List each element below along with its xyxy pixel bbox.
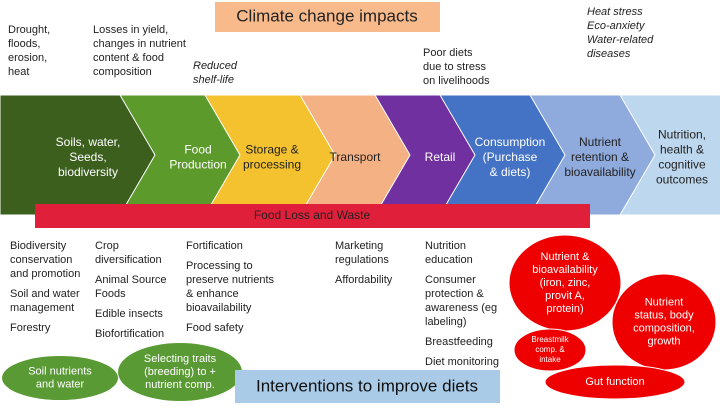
oval-text: (iron, zinc, xyxy=(540,277,591,289)
oval-text: protein) xyxy=(546,303,583,315)
oval-text: provit A, xyxy=(545,290,585,302)
impact-text: Poor diets xyxy=(423,47,473,59)
title: Climate change impacts xyxy=(236,6,417,25)
impact-text: diseases xyxy=(587,48,631,60)
title-box xyxy=(215,2,440,32)
intervention-text: Nutrition xyxy=(425,240,466,252)
intervention-text: Consumer xyxy=(425,274,476,286)
impact-text: content & food xyxy=(93,52,164,64)
stage-label: & diets) xyxy=(490,165,531,179)
banner-label: Food Loss and Waste xyxy=(254,208,371,222)
intervention-text: Soil and water xyxy=(10,288,80,300)
intervention-text: regulations xyxy=(335,254,389,266)
impact-text: Water-related xyxy=(587,34,654,46)
intervention-text: Marketing xyxy=(335,240,383,252)
impact-text: Losses in yield, xyxy=(93,24,168,36)
stage-label: Soils, water, xyxy=(56,135,121,149)
oval-text: Breastmilk xyxy=(531,335,569,344)
intervention-text: bioavailability xyxy=(186,302,252,314)
intervention-text: Edible insects xyxy=(95,308,163,320)
oval-text: bioavailability xyxy=(532,264,598,276)
intervention-text: Processing to xyxy=(186,260,253,272)
oval-text: and water xyxy=(36,378,85,390)
oval-text: Selecting traits xyxy=(144,353,217,365)
intervention-text: Foods xyxy=(95,288,126,300)
green-oval xyxy=(118,343,242,401)
intervention-text: Biofortification xyxy=(95,328,164,340)
stage-label: (Purchase xyxy=(483,150,538,164)
oval-text: Gut function xyxy=(585,376,644,388)
stage-label: cognitive xyxy=(658,158,706,172)
impact-text: composition xyxy=(93,66,152,78)
banner-bar xyxy=(35,204,590,228)
impact-text: Eco-anxiety xyxy=(587,20,646,32)
stage-label: Production xyxy=(169,158,226,172)
intervention-text: Fortification xyxy=(186,240,243,252)
oval-text: (breeding) to + xyxy=(144,366,216,378)
oval-text: nutrient comp. xyxy=(145,379,215,391)
stage-label: Nutrient xyxy=(579,135,622,149)
oval-text: comp. & xyxy=(535,345,565,354)
impact-text: shelf-life xyxy=(193,74,234,86)
stage-label: Seeds, xyxy=(69,150,106,164)
chevron xyxy=(619,94,720,216)
oval-text: intake xyxy=(539,355,561,364)
intervention-text: labeling) xyxy=(425,316,467,328)
red-oval xyxy=(544,364,686,400)
intervention-text: management xyxy=(10,302,74,314)
stage-label: health & xyxy=(660,143,704,157)
oval-text: Soil nutrients xyxy=(28,365,92,377)
stage-label: Transport xyxy=(330,150,382,164)
intervention-text: Crop xyxy=(95,240,119,252)
intervention-text: and promotion xyxy=(10,268,80,280)
stage-label: Retail xyxy=(425,150,456,164)
green-oval xyxy=(2,356,118,400)
stage-label: biodiversity xyxy=(58,165,118,179)
intervention-text: education xyxy=(425,254,473,266)
intervention-text: protection & xyxy=(425,288,484,300)
red-oval xyxy=(513,328,587,372)
intervention-text: preserve nutrients xyxy=(186,274,275,286)
intervention-text: Affordability xyxy=(335,274,393,286)
oval-text: composition, xyxy=(633,322,695,334)
stage-label: Storage & xyxy=(245,143,298,157)
impact-text: on livelihoods xyxy=(423,75,490,87)
stage-label: Nutrition, xyxy=(658,128,706,142)
oval-text: Nutrient & xyxy=(541,251,591,263)
footer: Interventions to improve diets xyxy=(256,376,478,395)
intervention-text: Forestry xyxy=(10,322,51,334)
impact-text: Reduced xyxy=(193,60,238,72)
impact-text: changes in nutrient xyxy=(93,38,186,50)
oval-text: Nutrient xyxy=(645,296,684,308)
oval-text: status, body xyxy=(634,309,694,321)
intervention-text: conservation xyxy=(10,254,72,266)
intervention-text: Biodiversity xyxy=(10,240,67,252)
stage-label: retention & xyxy=(571,150,629,164)
intervention-text: awareness (eg xyxy=(425,302,497,314)
intervention-text: Food safety xyxy=(186,322,244,334)
intervention-text: diversification xyxy=(95,254,162,266)
stage-label: processing xyxy=(243,158,301,172)
intervention-text: Breastfeeding xyxy=(425,336,493,348)
impact-text: heat xyxy=(8,66,29,78)
impact-text: Heat stress xyxy=(587,6,643,18)
impact-text: floods, xyxy=(8,38,40,50)
stage-label: bioavailability xyxy=(564,165,635,179)
stage-label: Food xyxy=(184,143,211,157)
intervention-text: Diet monitoring xyxy=(425,356,499,368)
stage-label: Consumption xyxy=(475,135,546,149)
impact-text: erosion, xyxy=(8,52,47,64)
footer-box xyxy=(235,370,500,403)
impact-text: due to stress xyxy=(423,61,486,73)
intervention-text: Animal Source xyxy=(95,274,167,286)
intervention-text: & enhance xyxy=(186,288,239,300)
oval-text: growth xyxy=(647,335,680,347)
stage-label: outcomes xyxy=(656,173,708,187)
impact-text: Drought, xyxy=(8,24,50,36)
